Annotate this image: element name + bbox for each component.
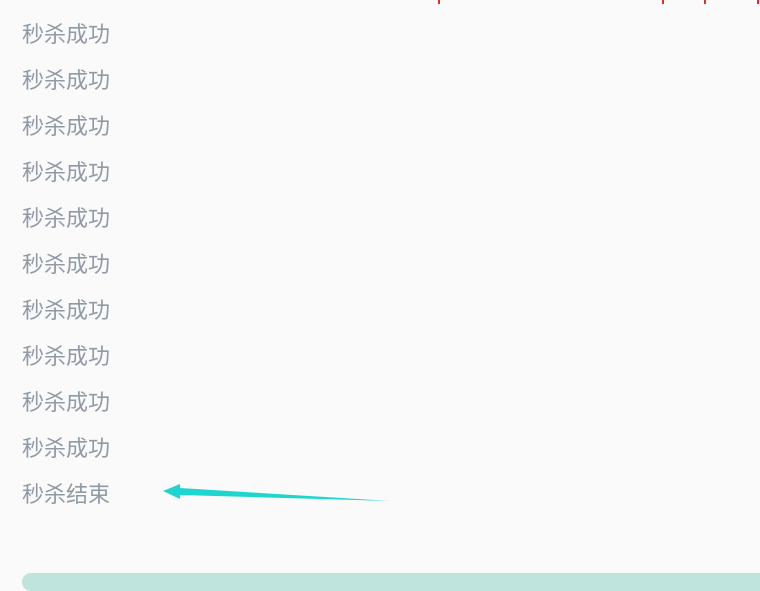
console-line: 秒杀成功 [22,161,111,186]
console-line: 秒杀成功 [22,23,111,48]
red-fragment [704,0,706,4]
console-line: 秒杀成功 [22,299,111,324]
console-line: 秒杀成功 [22,207,111,232]
console-line: 秒杀成功 [22,253,111,278]
console-line: 秒杀成功 [22,391,111,416]
console-line: 秒杀成功 [22,437,111,462]
red-fragment [438,0,440,4]
horizontal-scrollbar[interactable] [22,573,760,591]
red-fragment [757,0,759,4]
console-line: 秒杀成功 [22,345,111,370]
arrow-left-icon [163,484,390,501]
console-output: 秒杀成功 秒杀成功 秒杀成功 秒杀成功 秒杀成功 秒杀成功 秒杀成功 秒杀成功 … [22,20,110,526]
clipped-top-fragments [0,0,760,6]
red-fragment [662,0,664,4]
console-line: 秒杀成功 [22,69,111,94]
console-line: 秒杀成功 [22,115,111,140]
console-line-final: 秒杀结束 [22,483,111,508]
